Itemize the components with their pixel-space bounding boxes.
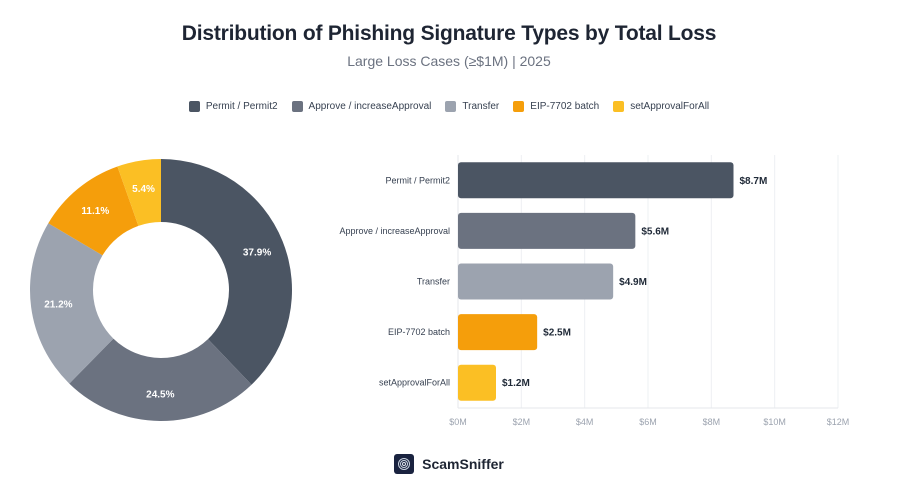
donut-slice xyxy=(161,159,292,385)
legend-item: setApprovalForAll xyxy=(613,101,709,112)
donut-slice-label: 11.1% xyxy=(81,206,109,217)
bar-category-label: Approve / increaseApproval xyxy=(339,226,450,236)
bar-category-label: Transfer xyxy=(417,277,450,287)
bar xyxy=(458,162,734,199)
x-tick-label: $12M xyxy=(827,417,850,427)
bar-value-label: $8.7M xyxy=(740,176,768,187)
bar-value-label: $4.9M xyxy=(619,277,647,288)
donut-slice-label: 37.9% xyxy=(243,247,271,258)
legend-item: EIP-7702 batch xyxy=(513,101,599,112)
donut-slice xyxy=(117,159,161,226)
chart-subtitle: Large Loss Cases (≥$1M) | 2025 xyxy=(347,53,551,69)
bar-value-label: $2.5M xyxy=(543,328,571,339)
legend-swatch xyxy=(613,101,625,112)
legend-label: setApprovalForAll xyxy=(630,101,710,112)
brand-name: ScamSniffer xyxy=(422,456,504,472)
donut-slice xyxy=(69,338,252,421)
donut-slice xyxy=(48,166,139,256)
bar-category-label: setApprovalForAll xyxy=(379,378,450,388)
x-tick-label: $4M xyxy=(576,417,594,427)
legend-item: Permit / Permit2 xyxy=(188,101,278,112)
x-tick-label: $0M xyxy=(449,417,467,427)
bar-value-label: $5.6M xyxy=(641,226,669,237)
x-tick-label: $2M xyxy=(513,417,531,427)
donut-slice xyxy=(30,223,114,384)
legend-item: Transfer xyxy=(445,101,499,112)
fingerprint-icon xyxy=(394,454,415,474)
bar-category-label: EIP-7702 batch xyxy=(388,327,450,337)
donut-slice-label: 21.2% xyxy=(44,299,72,310)
legend-label: Transfer xyxy=(462,101,500,112)
bar-chart: $0M $2M $4M $6M $8M $10M $12M Permit / Permit2 $… xyxy=(339,155,850,427)
bar xyxy=(458,314,538,351)
legend-swatch xyxy=(291,101,303,112)
x-tick-label: $6M xyxy=(639,417,657,427)
legend-swatch xyxy=(513,101,525,112)
bar-category-label: Permit / Permit2 xyxy=(385,175,450,185)
x-tick-label: $10M xyxy=(763,417,786,427)
legend-swatch xyxy=(188,101,200,112)
bar-value-label: $1.2M xyxy=(502,378,530,389)
bar xyxy=(458,364,496,401)
legend-swatch xyxy=(445,101,457,112)
chart-title: Distribution of Phishing Signature Types… xyxy=(181,22,717,45)
legend-item: Approve / increaseApproval xyxy=(291,101,432,112)
footer-brand: ScamSniffer xyxy=(0,454,898,474)
legend: Permit / Permit2 Approve / increaseApprov… xyxy=(0,101,898,112)
donut-chart: 37.9% 24.5% 21.2% 11.1% 5.4% xyxy=(30,159,292,421)
donut-slice-label: 5.4% xyxy=(132,184,155,195)
bar xyxy=(458,212,636,249)
bar xyxy=(458,263,614,300)
x-tick-label: $8M xyxy=(703,417,721,427)
legend-label: EIP-7702 batch xyxy=(530,101,600,112)
legend-label: Approve / increaseApproval xyxy=(308,101,432,112)
legend-label: Permit / Permit2 xyxy=(205,101,278,112)
donut-slice-label: 24.5% xyxy=(146,389,174,400)
